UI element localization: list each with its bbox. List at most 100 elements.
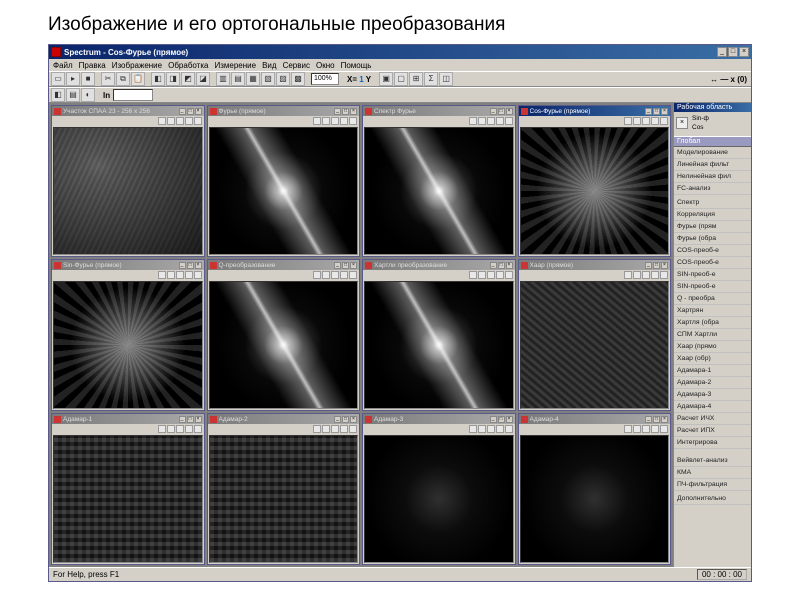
image-panel[interactable]: Адамар-2_□×	[207, 413, 361, 565]
panel-max-button[interactable]: □	[342, 416, 349, 423]
sidebar-item[interactable]: Хартля (обра	[674, 317, 751, 329]
panel-tool-button[interactable]	[167, 271, 175, 279]
sidebar-section-global[interactable]: Глобал	[674, 136, 751, 147]
paste-button[interactable]: 📋	[131, 72, 145, 86]
panel-tool-button[interactable]	[158, 425, 166, 433]
panel-canvas[interactable]	[53, 435, 203, 563]
tool-button[interactable]: ▦	[246, 72, 260, 86]
panel-max-button[interactable]: □	[187, 108, 194, 115]
minimize-button[interactable]: _	[717, 47, 727, 57]
sidebar-item[interactable]: Нелинейная фил	[674, 171, 751, 183]
image-panel[interactable]: Адамар-3_□×	[362, 413, 516, 565]
panel-tool-button[interactable]	[651, 271, 659, 279]
panel-canvas[interactable]	[520, 127, 670, 255]
panel-canvas[interactable]	[520, 435, 670, 563]
panel-titlebar[interactable]: Адамар-3_□×	[363, 414, 515, 424]
panel-canvas[interactable]	[364, 281, 514, 409]
panel-min-button[interactable]: _	[179, 108, 186, 115]
panel-tool-button[interactable]	[487, 271, 495, 279]
image-panel[interactable]: Sin-Фурье (прямое)_□×	[51, 259, 205, 411]
panel-tool-button[interactable]	[496, 117, 504, 125]
panel-tool-button[interactable]	[651, 117, 659, 125]
sidebar-item[interactable]: Расчет ИЧХ	[674, 413, 751, 425]
menu-image[interactable]: Изображение	[112, 61, 162, 70]
panel-tool-button[interactable]	[340, 117, 348, 125]
panel-tool-button[interactable]	[496, 425, 504, 433]
image-panel[interactable]: Адамар-1_□×	[51, 413, 205, 565]
panel-min-button[interactable]: _	[179, 262, 186, 269]
tool-button[interactable]: ◪	[196, 72, 210, 86]
panel-titlebar[interactable]: Спектр Фурье_□×	[363, 106, 515, 116]
panel-tool-button[interactable]	[185, 117, 193, 125]
tool-button[interactable]: ⊞	[409, 72, 423, 86]
tool-button[interactable]: ◨	[166, 72, 180, 86]
panel-tool-button[interactable]	[642, 117, 650, 125]
panel-titlebar[interactable]: Sin-Фурье (прямое)_□×	[52, 260, 204, 270]
panel-tool-button[interactable]	[642, 425, 650, 433]
panel-close-button[interactable]: ×	[506, 262, 513, 269]
sidebar-item[interactable]: Q - преобра	[674, 293, 751, 305]
menu-help[interactable]: Помощь	[341, 61, 372, 70]
tool-button[interactable]: ◧	[151, 72, 165, 86]
sidebar-item[interactable]: Адамара-2	[674, 377, 751, 389]
image-panel[interactable]: Хаар (прямое)_□×	[518, 259, 672, 411]
panel-close-button[interactable]: ×	[661, 416, 668, 423]
panel-tool-button[interactable]	[167, 117, 175, 125]
panel-tool-button[interactable]	[633, 271, 641, 279]
panel-max-button[interactable]: □	[653, 416, 660, 423]
sidebar-item[interactable]: Хаар (обр)	[674, 353, 751, 365]
sidebar-item[interactable]: COS-преоб-е	[674, 245, 751, 257]
panel-titlebar[interactable]: Участок СПАА 23 - 256 х 256_□×	[52, 106, 204, 116]
panel-tool-button[interactable]	[185, 425, 193, 433]
tool-button[interactable]: ▩	[291, 72, 305, 86]
panel-tool-button[interactable]	[158, 271, 166, 279]
panel-tool-button[interactable]	[349, 117, 357, 125]
panel-tool-button[interactable]	[331, 271, 339, 279]
sidebar-item[interactable]: СПМ Хартли	[674, 329, 751, 341]
contrast-button[interactable]: ◐	[81, 88, 95, 102]
menu-measure[interactable]: Измерение	[214, 61, 256, 70]
panel-titlebar[interactable]: Фурье (прямое)_□×	[208, 106, 360, 116]
sidebar-item[interactable]: КМА	[674, 467, 751, 479]
tool-button[interactable]: ▣	[379, 72, 393, 86]
maximize-button[interactable]: □	[728, 47, 738, 57]
panel-tool-button[interactable]	[158, 117, 166, 125]
panel-max-button[interactable]: □	[498, 262, 505, 269]
tool-button[interactable]: ▤	[231, 72, 245, 86]
panel-tool-button[interactable]	[505, 425, 513, 433]
sidebar-item[interactable]: Спектр	[674, 197, 751, 209]
panel-tool-button[interactable]	[194, 271, 202, 279]
panel-min-button[interactable]: _	[645, 416, 652, 423]
sigma-button[interactable]: Σ	[424, 72, 438, 86]
panel-tool-button[interactable]	[313, 271, 321, 279]
panel-tool-button[interactable]	[469, 117, 477, 125]
panel-max-button[interactable]: □	[187, 416, 194, 423]
sidebar-item[interactable]: Дополнительно	[674, 493, 751, 505]
panel-close-button[interactable]: ×	[350, 262, 357, 269]
panel-tool-button[interactable]	[469, 271, 477, 279]
image-panel[interactable]: Cos-Фурье (прямое)_□×	[518, 105, 672, 257]
panel-tool-button[interactable]	[340, 425, 348, 433]
panel-tool-button[interactable]	[313, 425, 321, 433]
cut-button[interactable]: ✂	[101, 72, 115, 86]
panel-canvas[interactable]	[364, 435, 514, 563]
tool-button[interactable]: ▧	[261, 72, 275, 86]
tool-button[interactable]: ▥	[216, 72, 230, 86]
panel-max-button[interactable]: □	[653, 262, 660, 269]
panel-titlebar[interactable]: Хартли преобразование_□×	[363, 260, 515, 270]
panel-titlebar[interactable]: Адамар-4_□×	[519, 414, 671, 424]
panel-tool-button[interactable]	[322, 117, 330, 125]
sidebar-item[interactable]: Хаар (прямо	[674, 341, 751, 353]
panel-tool-button[interactable]	[167, 425, 175, 433]
panel-canvas[interactable]	[53, 281, 203, 409]
panel-tool-button[interactable]	[633, 425, 641, 433]
panel-tool-button[interactable]	[349, 271, 357, 279]
panel-tool-button[interactable]	[660, 117, 668, 125]
image-panel[interactable]: Фурье (прямое)_□×	[207, 105, 361, 257]
sidebar-item[interactable]: FC-анализ	[674, 183, 751, 195]
sidebar-item[interactable]: Расчет ИПХ	[674, 425, 751, 437]
menu-view[interactable]: Вид	[262, 61, 276, 70]
panel-min-button[interactable]: _	[645, 262, 652, 269]
panel-close-button[interactable]: ×	[661, 262, 668, 269]
sidebar-item[interactable]: Моделирование	[674, 147, 751, 159]
